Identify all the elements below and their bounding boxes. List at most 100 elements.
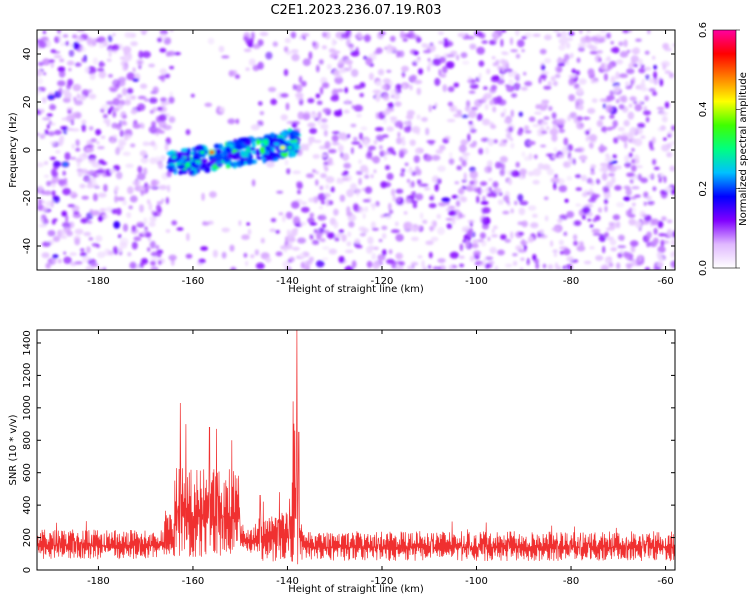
heatmap-cell (44, 129, 49, 135)
heatmap-cell (596, 120, 604, 127)
heatmap-cell (604, 198, 608, 205)
heatmap-cell (398, 148, 408, 156)
heatmap-cell (168, 116, 176, 123)
snr-y-tick-label: 600 (22, 463, 33, 482)
heatmap-cell (590, 171, 596, 175)
heatmap-cell (221, 227, 230, 233)
heatmap-cell (628, 152, 633, 158)
heatmap-cell (148, 97, 158, 104)
heatmap-cell (461, 114, 469, 119)
heatmap-cell (364, 206, 369, 213)
heatmap-signal-cell (200, 162, 206, 170)
snr-x-tick-label: -100 (465, 576, 488, 587)
heatmap-cell (351, 69, 359, 77)
heatmap-cell (592, 218, 597, 223)
heatmap-cell (550, 240, 554, 247)
heatmap-cell (169, 66, 175, 70)
heatmap-peak (209, 150, 215, 155)
heatmap-cell (372, 261, 380, 270)
heatmap-cell (466, 35, 475, 40)
heatmap-cell (599, 115, 605, 120)
heatmap-cell (149, 240, 156, 249)
colorbar-ticks: 0.0 0.2 0.4 0.6 (698, 22, 740, 276)
heatmap-cell (41, 200, 45, 204)
heatmap-cell (554, 73, 561, 79)
heatmap-cell (353, 85, 363, 90)
heatmap-cell (576, 146, 585, 153)
heatmap-cell (469, 255, 475, 262)
heatmap-cell (383, 155, 387, 161)
heatmap-cell (553, 30, 560, 33)
heatmap-cell (671, 125, 675, 131)
heatmap-cell (140, 258, 149, 265)
heatmap-cell (512, 82, 521, 91)
heatmap-cell (592, 232, 602, 236)
heatmap-cell (487, 236, 491, 242)
heatmap-cell (83, 231, 92, 237)
heatmap-cell (118, 138, 126, 145)
heatmap-cell (402, 38, 408, 42)
heatmap-cell (412, 224, 421, 231)
heatmap-cell (454, 181, 460, 185)
heatmap-x-tick-label: -60 (657, 276, 673, 287)
heatmap-cell (395, 83, 402, 90)
heatmap-cell (400, 30, 404, 34)
heatmap-cell (632, 202, 636, 207)
heatmap-cell (286, 237, 296, 243)
heatmap-cell (61, 117, 70, 121)
heatmap-cell (556, 58, 564, 64)
heatmap-cell (62, 126, 68, 135)
heatmap-cell (404, 198, 412, 204)
heatmap-cell (514, 71, 518, 76)
heatmap-cell (363, 34, 371, 43)
heatmap-cell (87, 66, 97, 75)
heatmap-y-tick-label: 20 (22, 96, 33, 109)
heatmap-cell (471, 183, 477, 190)
heatmap-cell (413, 155, 420, 164)
heatmap-cell (509, 37, 514, 46)
heatmap-cell (138, 50, 144, 59)
heatmap-cell (292, 216, 301, 224)
heatmap-cell (456, 54, 460, 61)
heatmap-cell (125, 163, 134, 168)
heatmap-cell (37, 88, 41, 96)
heatmap-signal-cell (256, 138, 260, 146)
heatmap-cell (510, 93, 518, 98)
figure-title: C2E1.2023.236.07.19.R03 (270, 3, 441, 18)
heatmap-cell (670, 260, 675, 269)
heatmap-cell (297, 189, 301, 195)
heatmap-cell (500, 112, 505, 118)
heatmap-cell (515, 53, 521, 59)
heatmap-cell (610, 41, 614, 45)
heatmap-signal-cell (208, 154, 214, 161)
heatmap-cell (428, 104, 432, 113)
heatmap-cell (606, 95, 615, 101)
heatmap-cell (480, 189, 484, 194)
heatmap-cell (112, 44, 120, 51)
heatmap-cell (345, 98, 350, 105)
heatmap-cell (291, 49, 299, 54)
heatmap-cell (317, 111, 322, 120)
heatmap-cell (341, 172, 348, 177)
heatmap-cell (202, 221, 210, 226)
heatmap-cell (491, 84, 497, 91)
heatmap-cell (494, 161, 503, 169)
heatmap-cell (69, 43, 74, 48)
heatmap-cell (241, 234, 250, 240)
heatmap-cell (496, 63, 501, 71)
heatmap-cell (116, 196, 126, 201)
heatmap-cell (517, 193, 524, 202)
heatmap-cell (618, 234, 625, 241)
heatmap-cell (74, 99, 83, 106)
heatmap-cell (662, 63, 667, 71)
heatmap-cell (350, 50, 360, 57)
heatmap-cell (395, 50, 401, 58)
heatmap-cell (410, 236, 419, 242)
heatmap-cell (503, 68, 513, 73)
heatmap-cell (300, 206, 310, 213)
heatmap-cell (608, 262, 614, 268)
heatmap-cell (543, 116, 550, 121)
heatmap-cell (144, 231, 152, 238)
heatmap-cell (591, 98, 598, 103)
snr-y-tick-label: 1000 (22, 395, 33, 420)
